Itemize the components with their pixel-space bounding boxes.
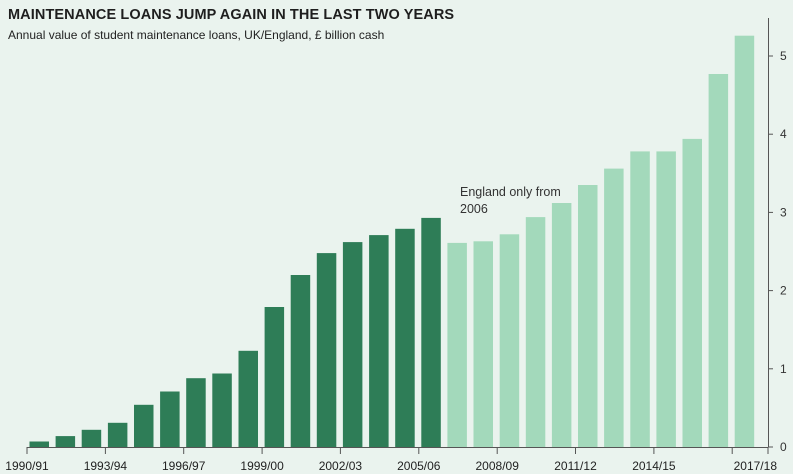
bar-2001/02: [316, 253, 337, 447]
y-tick-label: 3: [780, 205, 787, 219]
x-tick-label: 2014/15: [632, 459, 676, 473]
y-tick-label: 0: [780, 440, 787, 454]
bar-2012/13: [604, 168, 624, 447]
bar-1997/98: [212, 373, 232, 447]
bar-1994/95: [134, 404, 154, 447]
x-tick-label: 2005/06: [397, 459, 441, 473]
chart-title: MAINTENANCE LOANS JUMP AGAIN IN THE LAST…: [8, 7, 455, 23]
bar-1996/97: [186, 378, 206, 447]
annotation-line-1: England only from: [460, 185, 561, 199]
bar-1999/00: [264, 307, 285, 447]
bar-2009/10: [525, 217, 546, 447]
y-tick-label: 4: [780, 127, 787, 141]
bar-2017/18: [734, 35, 755, 447]
bar-1990/91: [29, 441, 49, 447]
bar-1993/94: [107, 422, 128, 447]
x-tick-label: 2017/18: [734, 459, 778, 473]
annotation-line-2: 2006: [460, 202, 488, 216]
x-tick-label: 2008/09: [476, 459, 520, 473]
bar-2002/03: [342, 242, 363, 447]
y-tick-label: 1: [780, 362, 787, 376]
bar-2003/04: [369, 235, 389, 447]
x-tick-label: 1999/00: [240, 459, 284, 473]
bar-2008/09: [499, 234, 520, 447]
bar-2004/05: [395, 228, 415, 447]
bar-2006/07: [447, 242, 467, 447]
bar-1995/96: [160, 391, 180, 447]
x-tick-label: 1996/97: [162, 459, 206, 473]
bar-2015/16: [682, 138, 702, 447]
bar-1991/92: [55, 436, 76, 447]
x-tick-label: 1990/91: [5, 459, 49, 473]
bar-2010/11: [551, 203, 572, 447]
bar-2014/15: [656, 151, 676, 447]
x-tick-label: 1993/94: [84, 459, 128, 473]
x-tick-label: 2011/12: [554, 459, 597, 473]
chart-subtitle: Annual value of student maintenance loan…: [8, 28, 385, 42]
bar-1998/99: [238, 350, 258, 447]
bar-2011/12: [578, 185, 598, 447]
bar-2000/01: [290, 275, 311, 447]
bar-2007/08: [473, 241, 493, 447]
bar-2016/17: [708, 74, 729, 447]
bar-1992/93: [81, 429, 102, 447]
bar-2005/06: [421, 217, 441, 447]
x-tick-label: 2002/03: [319, 459, 363, 473]
y-tick-label: 2: [780, 284, 787, 298]
y-tick-label: 5: [780, 49, 787, 63]
bar-2013/14: [630, 151, 650, 447]
